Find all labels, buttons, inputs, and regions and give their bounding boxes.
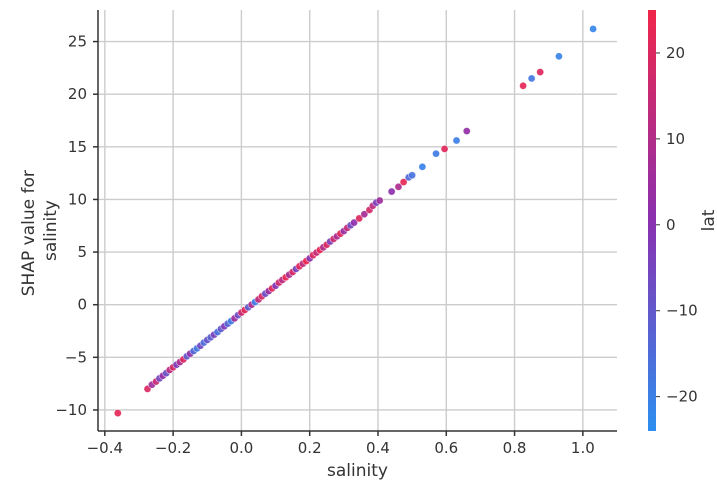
colorbar-tick-label: −10: [666, 302, 698, 320]
y-tick-label: 5: [77, 243, 87, 261]
scatter-point: [387, 187, 396, 196]
scatter-point: [355, 214, 364, 223]
scatter-point: [418, 162, 427, 171]
y-tick-label: 20: [68, 85, 87, 103]
y-tick-label: 25: [68, 33, 87, 51]
y-axis-title-line-1: SHAP value for: [19, 170, 39, 296]
y-axis-title: SHAP value for salinity: [19, 165, 61, 296]
colorbar-gradient: [648, 10, 656, 431]
scatter-point: [399, 178, 408, 186]
grid: [98, 10, 617, 431]
scatter-point: [350, 218, 358, 227]
y-tick-label: 15: [68, 138, 87, 156]
scatter-point: [360, 210, 369, 219]
scatter-point: [536, 68, 545, 76]
x-tick-label: 0.4: [366, 439, 390, 457]
scatter-point: [113, 409, 122, 418]
y-tick-label: 0: [77, 296, 87, 314]
x-tick-label: 0.0: [229, 439, 253, 457]
colorbar-tick-label: 0: [666, 216, 676, 234]
x-tick-label: 1.0: [571, 439, 595, 457]
y-tick-label: 10: [68, 190, 87, 208]
scatter-point: [394, 182, 403, 191]
x-tick-label: −0.4: [87, 439, 123, 457]
x-tick-labels: −0.4 −0.2 0.0 0.2 0.4 0.6 0.8 1.0: [87, 439, 595, 457]
scatter-point: [375, 196, 384, 205]
scatter-point: [432, 149, 440, 158]
scatter-point: [408, 171, 417, 180]
scatter-point: [452, 136, 461, 145]
y-tick-label: −10: [55, 401, 87, 419]
x-tick-label: 0.6: [434, 439, 458, 457]
y-tick-label: −5: [65, 348, 87, 366]
y-axis-title-line-2: salinity: [41, 200, 61, 261]
scatter-point: [527, 74, 536, 83]
colorbar: −20 −10 0 10 20 lat: [648, 10, 717, 431]
colorbar-tick-labels: −20 −10 0 10 20: [656, 44, 698, 406]
colorbar-tick-label: 10: [666, 130, 685, 148]
scatter-point: [555, 52, 563, 61]
scatter-point: [519, 81, 528, 90]
x-tick-label: 0.8: [503, 439, 527, 457]
colorbar-tick-label: 20: [666, 44, 685, 62]
colorbar-tick-label: −20: [666, 388, 698, 406]
colorbar-title: lat: [699, 209, 717, 231]
x-axis-title: salinity: [327, 461, 388, 481]
x-tick-label: −0.2: [155, 439, 191, 457]
scatter-point: [440, 145, 449, 153]
x-tick-label: 0.2: [298, 439, 322, 457]
axes: [93, 10, 617, 436]
scatter-point: [589, 25, 597, 33]
y-tick-labels: −10 −5 0 5 10 15 20 25: [55, 33, 87, 419]
scatter-point: [462, 127, 471, 135]
scatter-points: [113, 25, 597, 418]
